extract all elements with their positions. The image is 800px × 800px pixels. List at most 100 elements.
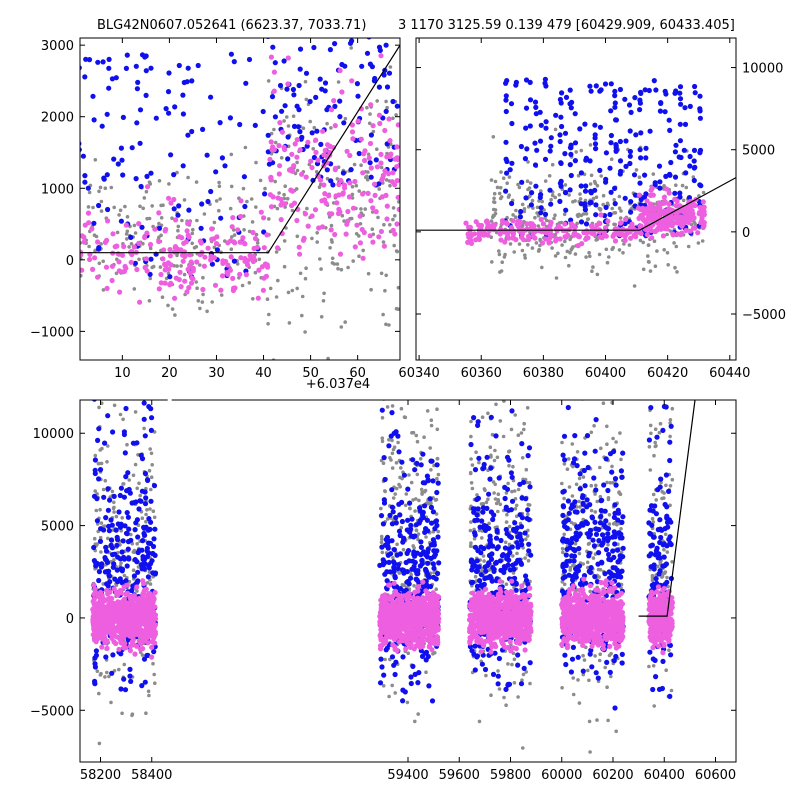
data-point-pink xyxy=(143,256,149,262)
data-point-gray xyxy=(493,211,498,216)
data-point-blue xyxy=(654,434,660,440)
data-point-blue xyxy=(134,579,140,586)
data-point-blue xyxy=(519,495,525,501)
data-point-gray xyxy=(390,404,395,408)
data-point-blue xyxy=(484,454,490,460)
data-point-blue xyxy=(394,103,400,109)
data-point-blue xyxy=(656,571,662,577)
data-point-gray xyxy=(407,473,411,477)
data-point-blue xyxy=(606,551,612,558)
data-point-gray xyxy=(498,185,503,190)
data-point-gray xyxy=(137,481,141,486)
data-point-blue xyxy=(502,565,508,571)
data-point-gray xyxy=(268,286,273,291)
data-point-blue xyxy=(396,449,402,455)
data-point-gray xyxy=(429,418,434,423)
data-point-blue xyxy=(434,522,440,529)
data-point-blue xyxy=(543,125,549,131)
data-point-pink xyxy=(214,234,220,240)
data-point-gray xyxy=(492,200,496,204)
data-point-gray xyxy=(150,204,154,208)
data-point-gray xyxy=(594,483,598,488)
data-point-blue xyxy=(568,105,574,111)
data-point-blue xyxy=(389,521,395,527)
data-point-gray xyxy=(273,140,278,145)
data-point-gray xyxy=(425,409,430,413)
data-point-blue xyxy=(506,457,512,463)
data-point-gray xyxy=(375,99,380,103)
data-point-pink xyxy=(378,53,384,59)
data-point-blue xyxy=(656,686,663,693)
data-point-gray xyxy=(589,430,594,435)
data-point-pink xyxy=(271,69,277,75)
data-point-blue xyxy=(368,132,374,138)
data-point-pink xyxy=(376,234,382,240)
data-point-blue xyxy=(272,114,278,120)
data-point-blue xyxy=(509,408,515,414)
data-point-blue xyxy=(106,568,112,574)
data-point-pink xyxy=(309,165,315,171)
data-point-pink xyxy=(476,235,482,241)
data-point-blue xyxy=(423,568,430,575)
data-point-gray xyxy=(97,691,101,696)
data-point-blue xyxy=(377,562,383,569)
data-point-pink xyxy=(376,112,382,118)
data-point-pink xyxy=(384,203,390,209)
data-point-blue xyxy=(663,472,670,478)
data-point-blue xyxy=(400,654,406,660)
data-point-pink xyxy=(178,284,184,290)
data-point-blue xyxy=(650,656,656,662)
data-point-gray xyxy=(147,693,151,698)
data-point-blue xyxy=(144,173,150,179)
data-point-gray xyxy=(290,288,295,293)
data-point-blue xyxy=(578,219,585,225)
data-point-blue xyxy=(637,180,643,186)
data-point-blue xyxy=(428,583,434,590)
data-point-blue xyxy=(660,563,666,569)
data-point-gray xyxy=(668,418,673,422)
data-point-gray xyxy=(603,665,607,670)
data-point-blue xyxy=(668,159,674,166)
data-point-gray xyxy=(484,673,488,678)
data-point-gray xyxy=(498,502,503,507)
data-point-pink xyxy=(661,223,668,229)
data-point-gray xyxy=(435,457,440,461)
data-point-pink xyxy=(323,200,329,206)
data-point-gray xyxy=(655,249,659,253)
data-point-pink xyxy=(95,274,101,280)
data-point-gray xyxy=(148,447,152,451)
data-point-blue xyxy=(692,83,698,90)
data-point-pink xyxy=(379,177,385,183)
data-point-gray xyxy=(410,431,414,435)
data-point-pink xyxy=(381,243,387,249)
data-point-blue xyxy=(678,101,684,107)
data-point-blue xyxy=(617,171,623,177)
data-point-blue xyxy=(412,553,418,559)
data-point-blue xyxy=(483,568,489,574)
data-point-pink xyxy=(568,221,575,227)
data-point-gray xyxy=(507,463,511,468)
data-point-gray xyxy=(202,212,207,216)
data-point-gray xyxy=(574,482,579,487)
data-point-gray xyxy=(131,473,136,478)
data-point-gray xyxy=(664,483,668,488)
data-point-gray xyxy=(565,467,570,472)
data-point-gray xyxy=(370,210,375,214)
data-point-gray xyxy=(612,198,616,202)
data-point-gray xyxy=(552,216,556,221)
data-point-pink xyxy=(160,256,166,262)
data-point-gray xyxy=(366,271,371,276)
data-point-gray xyxy=(597,575,601,579)
data-point-pink xyxy=(184,228,190,234)
data-point-gray xyxy=(610,464,614,469)
data-point-gray xyxy=(530,198,535,203)
data-point-gray xyxy=(497,249,501,253)
data-point-gray xyxy=(95,542,99,546)
data-point-pink xyxy=(114,243,120,249)
data-point-gray xyxy=(474,450,478,455)
data-point-pink xyxy=(183,239,189,245)
data-point-gray xyxy=(235,262,240,266)
data-point-gray xyxy=(99,521,104,525)
data-point-blue xyxy=(117,556,123,562)
data-point-pink xyxy=(395,194,400,200)
